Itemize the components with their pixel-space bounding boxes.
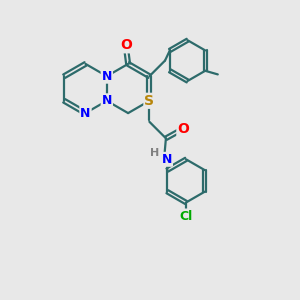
Text: S: S	[144, 94, 154, 108]
Text: N: N	[80, 106, 91, 120]
Text: Cl: Cl	[179, 209, 193, 223]
Text: O: O	[120, 38, 132, 52]
Text: N: N	[102, 70, 112, 83]
Text: N: N	[102, 94, 112, 107]
Text: N: N	[162, 153, 172, 166]
Text: O: O	[177, 122, 189, 136]
Text: H: H	[150, 148, 159, 158]
